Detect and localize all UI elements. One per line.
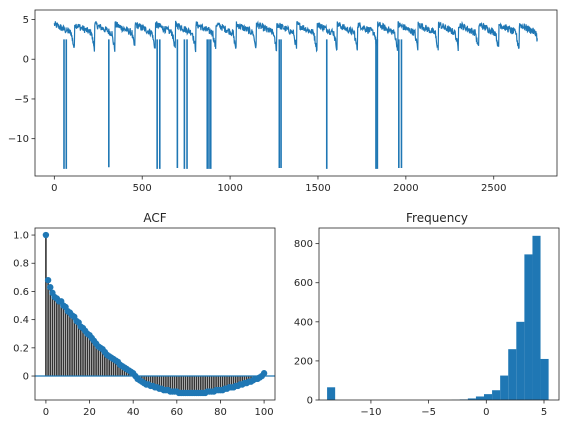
time-series-line (53, 20, 538, 53)
frequency-x-ticks: −10 −5 0 5 (360, 400, 547, 418)
acf-point (47, 284, 54, 291)
frequency-bar (475, 396, 484, 400)
frequency-bar (467, 398, 476, 400)
time-series-dropouts (63, 39, 403, 169)
time-series-x-tick-label: 2500 (481, 183, 506, 194)
time-series-x-tick-label: 0 (51, 183, 57, 194)
time-series-panel: 0 500 1000 1500 2000 2500 5 0 −5 −10 (8, 9, 558, 194)
frequency-bar (524, 254, 533, 400)
frequency-x-tick-label: −10 (360, 407, 381, 418)
time-series-y-ticks: 5 0 −5 −10 (8, 15, 35, 145)
acf-y-tick-label: 0.2 (13, 343, 29, 354)
frequency-bar (500, 375, 509, 400)
acf-y-tick-label: 1.0 (13, 231, 29, 242)
acf-point (42, 231, 50, 239)
frequency-y-tick-label: 200 (294, 356, 313, 367)
frequency-frame (318, 227, 560, 401)
acf-x-tick-label: 60 (170, 407, 183, 418)
acf-y-tick-label: 0.4 (13, 315, 29, 326)
acf-x-tick-label: 40 (127, 407, 140, 418)
time-series-x-tick-label: 500 (133, 183, 152, 194)
acf-x-tick-label: 0 (43, 407, 49, 418)
acf-point (44, 276, 52, 284)
acf-y-tick-label: 0.8 (13, 259, 29, 270)
time-series-x-ticks: 0 500 1000 1500 2000 2500 (51, 176, 506, 194)
frequency-bar (540, 358, 549, 400)
acf-y-ticks: 1.0 0.8 0.6 0.4 0.2 0 (13, 231, 35, 383)
frequency-y-tick-label: 0 (307, 396, 313, 407)
frequency-bar (327, 387, 336, 400)
acf-panel: ACF 0 20 40 60 80 100 1.0 0.8 0.6 0.4 0.2 0 (13, 211, 276, 418)
frequency-x-tick-label: 0 (483, 407, 489, 418)
time-series-y-tick-label: 0 (23, 55, 29, 66)
acf-x-tick-label: 100 (255, 407, 274, 418)
frequency-bar (492, 390, 501, 400)
time-series-y-tick-label: −10 (8, 134, 29, 145)
time-series-y-tick-label: −5 (14, 94, 29, 105)
acf-stems (45, 235, 265, 393)
time-series-x-tick-label: 2000 (393, 183, 418, 194)
frequency-y-tick-label: 800 (294, 239, 313, 250)
frequency-y-tick-label: 600 (294, 278, 313, 289)
frequency-title: Frequency (406, 211, 468, 225)
acf-frame (34, 227, 276, 401)
frequency-bar (484, 394, 493, 400)
time-series-x-tick-label: 1500 (305, 183, 330, 194)
frequency-bar (516, 321, 525, 400)
frequency-x-tick-label: −5 (421, 407, 436, 418)
frequency-bar (508, 349, 517, 400)
acf-x-ticks: 0 20 40 60 80 100 (43, 400, 274, 418)
acf-point (260, 370, 268, 377)
acf-x-tick-label: 20 (83, 407, 96, 418)
acf-y-tick-label: 0.6 (13, 287, 29, 298)
frequency-bars (327, 235, 549, 400)
time-series-x-tick-label: 1000 (217, 183, 242, 194)
acf-title: ACF (143, 211, 166, 225)
time-series-y-tick-label: 5 (23, 15, 29, 26)
frequency-bar (532, 235, 541, 400)
acf-markers (42, 231, 268, 397)
frequency-y-ticks: 0 200 400 600 800 (294, 239, 319, 407)
acf-y-tick-label: 0 (23, 372, 29, 383)
frequency-panel: Frequency −10 −5 0 5 0 200 400 600 800 (294, 211, 560, 418)
frequency-y-tick-label: 400 (294, 317, 313, 328)
time-series-frame (34, 9, 558, 177)
frequency-x-tick-label: 5 (541, 407, 547, 418)
acf-x-tick-label: 80 (214, 407, 227, 418)
